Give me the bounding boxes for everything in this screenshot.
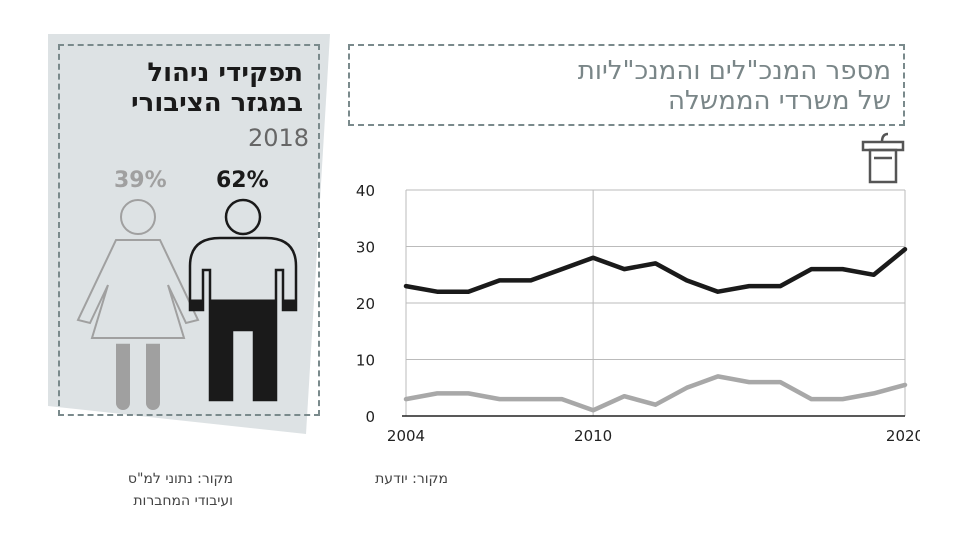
panel-title-line1: תפקידי ניהול (147, 58, 303, 88)
gender-figures (76, 198, 298, 410)
women-percentage: 39% (114, 168, 167, 193)
woman-icon (76, 199, 200, 410)
men-percentage: 62% (216, 168, 269, 193)
chart-title-line2: של משרדי הממשלה (668, 86, 891, 116)
panel-frame (58, 44, 320, 416)
series-line-2 (403, 374, 908, 413)
y-tick-label: 30 (356, 239, 375, 257)
panel-title: תפקידי ניהול במגזר הציבורי (63, 58, 303, 118)
x-tick-label: 2010 (574, 427, 612, 445)
source-left-line2: ועיבודי המחברות (133, 493, 233, 509)
chart-title-frame (348, 44, 905, 126)
source-left-line1: מקור: נתוני למ"ס (127, 471, 233, 487)
x-tick-label: 2020 (886, 427, 920, 445)
man-icon (188, 198, 298, 402)
chart-title-line1: מספר המנכ"לים והמנכ"ליות (577, 56, 891, 86)
x-tick-label: 2004 (387, 427, 425, 445)
chart-title: מספר המנכ"לים והמנכ"ליות של משרדי הממשלה (371, 56, 891, 116)
y-tick-label: 10 (356, 352, 375, 370)
series-line-1 (403, 247, 908, 294)
panel-year: 2018 (248, 124, 310, 152)
y-tick-label: 40 (356, 182, 375, 200)
source-right: מקור: יודעת (375, 471, 448, 487)
y-tick-label: 20 (356, 295, 375, 313)
panel-title-line2: במגזר הציבורי (131, 88, 303, 118)
source-left: מקור: נתוני למ"ס ועיבודי המחברות (33, 468, 233, 512)
line-chart: 0 10 20 30 40 2004 2010 2020 (356, 182, 920, 445)
y-tick-label: 0 (365, 408, 375, 426)
podium-icon (861, 132, 905, 184)
